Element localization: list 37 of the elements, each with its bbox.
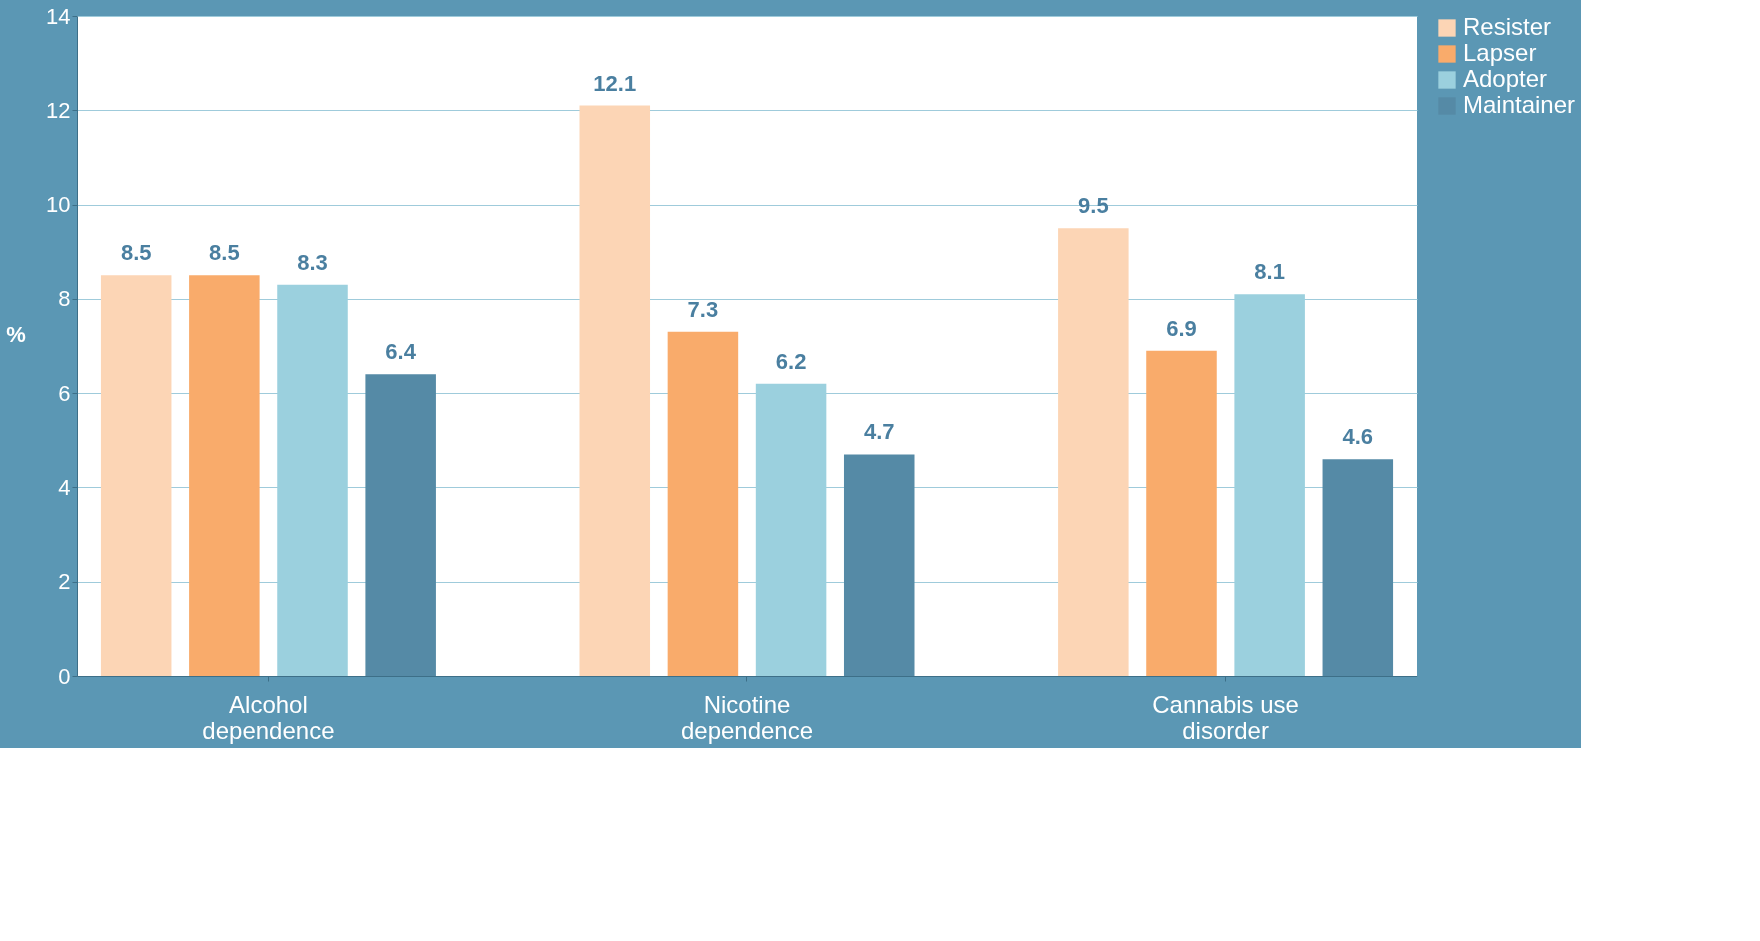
y-tick-label: 8 xyxy=(58,286,71,312)
y-tick-label: 2 xyxy=(58,569,71,595)
x-tick-label: Nicotine dependence xyxy=(680,690,814,744)
bar xyxy=(579,105,651,676)
bar xyxy=(1058,228,1129,676)
y-axis-title: % xyxy=(6,321,26,347)
data-label: 12.1 xyxy=(593,70,637,96)
y-tick-label: 12 xyxy=(46,97,71,123)
bar xyxy=(667,331,739,676)
data-label: 8.5 xyxy=(120,240,152,266)
legend-label: Maintainer xyxy=(1463,91,1576,118)
data-label: 7.3 xyxy=(687,296,719,322)
legend-label: Lapser xyxy=(1463,39,1537,66)
data-label: 8.5 xyxy=(209,240,240,266)
bar xyxy=(1146,350,1217,676)
legend-label: Adopter xyxy=(1463,65,1548,92)
bar xyxy=(365,374,436,676)
data-label: 6.2 xyxy=(775,348,807,374)
data-label: 6.4 xyxy=(385,339,417,365)
y-tick-label: 10 xyxy=(46,192,71,218)
y-tick-label: 6 xyxy=(58,380,71,406)
data-label: 4.7 xyxy=(863,419,895,445)
bar xyxy=(100,275,172,676)
bar xyxy=(189,275,260,676)
data-label: 8.1 xyxy=(1254,259,1285,285)
x-tick-label: Alcohol dependence xyxy=(202,690,335,744)
y-tick-label: 0 xyxy=(58,663,71,689)
data-label: 6.9 xyxy=(1166,315,1197,341)
data-label: 4.6 xyxy=(1342,424,1374,450)
bar xyxy=(843,454,915,676)
legend-label: Resister xyxy=(1463,13,1552,40)
y-tick-label: 4 xyxy=(58,474,71,500)
data-label: 9.5 xyxy=(1078,193,1109,219)
data-label: 8.3 xyxy=(297,249,328,275)
y-tick-label: 14 xyxy=(46,3,71,29)
bar xyxy=(1322,459,1394,676)
x-tick-label: Cannabis use disorder xyxy=(1152,690,1299,744)
